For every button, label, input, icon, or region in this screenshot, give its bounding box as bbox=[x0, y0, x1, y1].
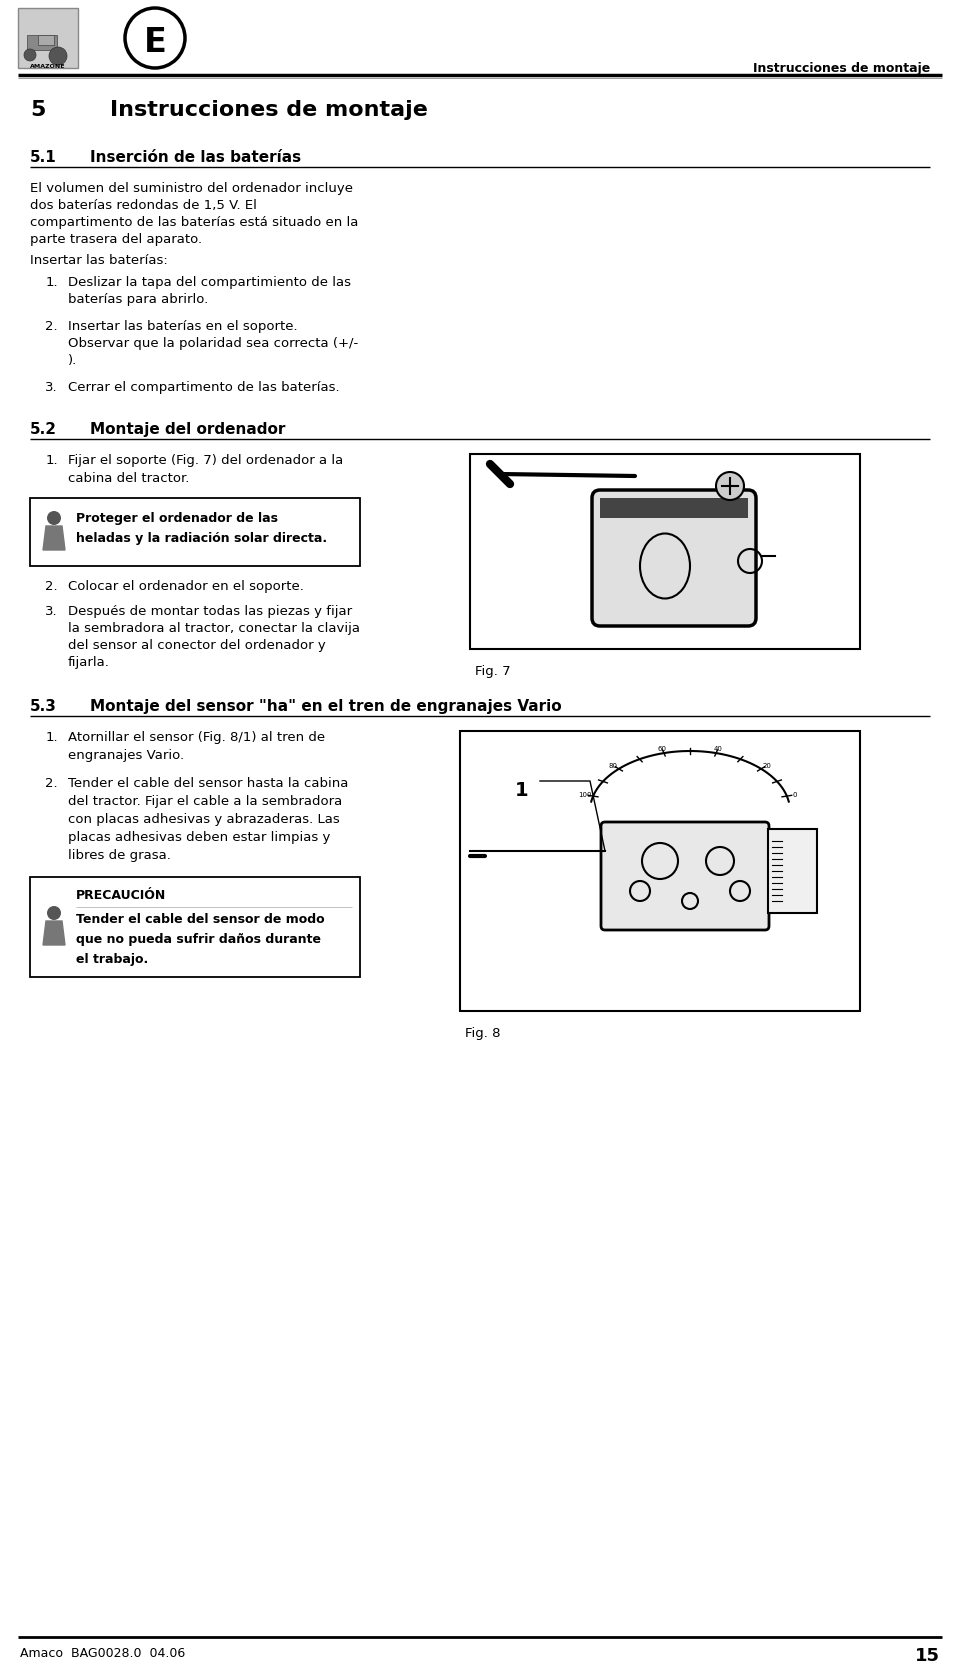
Text: 20: 20 bbox=[762, 762, 771, 769]
Text: Tender el cable del sensor hasta la cabina: Tender el cable del sensor hasta la cabi… bbox=[68, 777, 348, 790]
Text: 100: 100 bbox=[579, 792, 592, 799]
Text: 40: 40 bbox=[713, 745, 723, 752]
FancyBboxPatch shape bbox=[601, 822, 769, 931]
Text: heladas y la radiación solar directa.: heladas y la radiación solar directa. bbox=[76, 531, 327, 545]
Circle shape bbox=[47, 511, 61, 525]
Text: PRECAUCIÓN: PRECAUCIÓN bbox=[76, 889, 166, 902]
FancyBboxPatch shape bbox=[460, 730, 860, 1011]
Polygon shape bbox=[43, 526, 65, 550]
Text: 60: 60 bbox=[658, 745, 666, 752]
Text: Tender el cable del sensor de modo: Tender el cable del sensor de modo bbox=[76, 912, 324, 926]
FancyBboxPatch shape bbox=[30, 498, 360, 566]
FancyBboxPatch shape bbox=[470, 455, 860, 648]
FancyBboxPatch shape bbox=[592, 490, 756, 627]
Text: con placas adhesivas y abrazaderas. Las: con placas adhesivas y abrazaderas. Las bbox=[68, 814, 340, 825]
Text: Insertar las baterías:: Insertar las baterías: bbox=[30, 254, 168, 267]
Text: libres de grasa.: libres de grasa. bbox=[68, 849, 171, 862]
Text: cabina del tractor.: cabina del tractor. bbox=[68, 471, 189, 485]
Polygon shape bbox=[43, 921, 65, 946]
Text: ).: ). bbox=[68, 354, 77, 368]
Text: dos baterías redondas de 1,5 V. El: dos baterías redondas de 1,5 V. El bbox=[30, 199, 257, 212]
Circle shape bbox=[47, 906, 61, 921]
Text: Instrucciones de montaje: Instrucciones de montaje bbox=[110, 100, 428, 120]
Text: Montaje del sensor "ha" en el tren de engranajes Vario: Montaje del sensor "ha" en el tren de en… bbox=[90, 698, 562, 714]
Text: parte trasera del aparato.: parte trasera del aparato. bbox=[30, 232, 203, 246]
Text: 1.: 1. bbox=[45, 730, 58, 744]
Text: del sensor al conector del ordenador y: del sensor al conector del ordenador y bbox=[68, 638, 325, 652]
Text: placas adhesivas deben estar limpias y: placas adhesivas deben estar limpias y bbox=[68, 830, 330, 844]
Text: engranajes Vario.: engranajes Vario. bbox=[68, 749, 184, 762]
Text: 1.: 1. bbox=[45, 455, 58, 466]
FancyBboxPatch shape bbox=[38, 35, 54, 45]
Text: El volumen del suministro del ordenador incluye: El volumen del suministro del ordenador … bbox=[30, 182, 353, 196]
Text: Fig. 8: Fig. 8 bbox=[465, 1028, 500, 1039]
FancyBboxPatch shape bbox=[768, 829, 817, 912]
Text: 5.3: 5.3 bbox=[30, 698, 57, 714]
Text: baterías para abrirlo.: baterías para abrirlo. bbox=[68, 292, 208, 306]
Text: 5.2: 5.2 bbox=[30, 423, 57, 438]
Text: E: E bbox=[144, 25, 166, 58]
Text: que no pueda sufrir daños durante: que no pueda sufrir daños durante bbox=[76, 932, 321, 946]
Text: Proteger el ordenador de las: Proteger el ordenador de las bbox=[76, 511, 278, 525]
Text: 1: 1 bbox=[515, 780, 529, 800]
FancyBboxPatch shape bbox=[27, 35, 57, 50]
Text: Colocar el ordenador en el soporte.: Colocar el ordenador en el soporte. bbox=[68, 580, 304, 593]
FancyBboxPatch shape bbox=[30, 877, 360, 978]
Text: Deslizar la tapa del compartimiento de las: Deslizar la tapa del compartimiento de l… bbox=[68, 276, 351, 289]
Text: Después de montar todas las piezas y fijar: Después de montar todas las piezas y fij… bbox=[68, 605, 352, 618]
Text: 2.: 2. bbox=[45, 321, 58, 333]
Text: Fig. 7: Fig. 7 bbox=[475, 665, 511, 678]
Text: Atornillar el sensor (Fig. 8/1) al tren de: Atornillar el sensor (Fig. 8/1) al tren … bbox=[68, 730, 325, 744]
Text: Observar que la polaridad sea correcta (+/-: Observar que la polaridad sea correcta (… bbox=[68, 338, 358, 349]
Text: compartimento de las baterías está situado en la: compartimento de las baterías está situa… bbox=[30, 216, 358, 229]
Circle shape bbox=[24, 48, 36, 62]
Text: 2.: 2. bbox=[45, 777, 58, 790]
Text: Inserción de las baterías: Inserción de las baterías bbox=[90, 150, 301, 165]
Text: 80: 80 bbox=[609, 762, 617, 769]
Text: Cerrar el compartimento de las baterías.: Cerrar el compartimento de las baterías. bbox=[68, 381, 340, 394]
Text: 3.: 3. bbox=[45, 605, 58, 618]
Text: la sembradora al tractor, conectar la clavija: la sembradora al tractor, conectar la cl… bbox=[68, 622, 360, 635]
Text: Instrucciones de montaje: Instrucciones de montaje bbox=[753, 62, 930, 75]
Circle shape bbox=[49, 47, 67, 65]
Text: Insertar las baterías en el soporte.: Insertar las baterías en el soporte. bbox=[68, 321, 298, 333]
FancyBboxPatch shape bbox=[600, 498, 748, 518]
Text: Fijar el soporte (Fig. 7) del ordenador a la: Fijar el soporte (Fig. 7) del ordenador … bbox=[68, 455, 344, 466]
FancyBboxPatch shape bbox=[18, 8, 78, 69]
Text: Montaje del ordenador: Montaje del ordenador bbox=[90, 423, 285, 438]
Text: fijarla.: fijarla. bbox=[68, 657, 109, 668]
Circle shape bbox=[716, 471, 744, 500]
Text: 1.: 1. bbox=[45, 276, 58, 289]
Text: 5.1: 5.1 bbox=[30, 150, 57, 165]
Text: 2.: 2. bbox=[45, 580, 58, 593]
Text: Amaco  BAG0028.0  04.06: Amaco BAG0028.0 04.06 bbox=[20, 1648, 185, 1659]
Text: 5: 5 bbox=[30, 100, 45, 120]
Text: del tractor. Fijar el cable a la sembradora: del tractor. Fijar el cable a la sembrad… bbox=[68, 795, 343, 809]
Text: AMAZONE: AMAZONE bbox=[31, 63, 65, 69]
Text: 15: 15 bbox=[915, 1648, 940, 1664]
Text: 3.: 3. bbox=[45, 381, 58, 394]
Text: 0: 0 bbox=[792, 792, 797, 799]
Text: el trabajo.: el trabajo. bbox=[76, 952, 148, 966]
